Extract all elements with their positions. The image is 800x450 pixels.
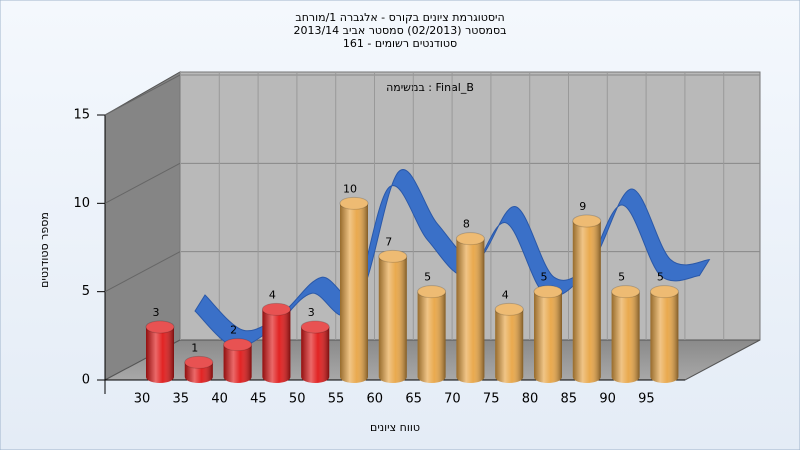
bar-top-shine (417, 285, 446, 298)
y-axis-label: מספר סטודנטים (38, 212, 51, 288)
bar-top-shine (456, 232, 485, 245)
x-tick-label: 65 (405, 392, 422, 407)
bar-shade (301, 327, 330, 383)
bar-shade (262, 309, 291, 383)
bar-shade (534, 291, 562, 383)
bar-top (300, 320, 330, 334)
value-label: 5 (424, 271, 431, 284)
ribbon (194, 169, 711, 348)
chart-title: היסטוגרמת ציונים בקורס - אלגברה 1/מורחב (295, 11, 504, 24)
value-label: 5 (541, 271, 548, 284)
chart-title: בסמסטר (02/2013) סמסטר אביב 2013/14 (293, 24, 506, 37)
bar-shade (456, 238, 485, 383)
grid-line (104, 162, 181, 204)
bar-shade (378, 256, 407, 383)
bar-top (611, 285, 641, 299)
grid-line (104, 74, 181, 116)
y-tick-label: 15 (73, 108, 90, 123)
value-label: 7 (385, 235, 392, 248)
bar-top (339, 196, 369, 210)
bar-shade (417, 291, 446, 383)
value-label: 10 (343, 182, 357, 195)
x-tick-label: 30 (134, 392, 151, 407)
bar-top (261, 302, 291, 316)
value-label: 2 (230, 324, 237, 337)
x-tick-label: 35 (173, 392, 190, 407)
value-label: 3 (153, 306, 160, 319)
x-tick-label: 90 (599, 392, 616, 407)
x-tick-label: 55 (328, 392, 345, 407)
bar-shade (495, 309, 524, 383)
bar-top-shine (301, 321, 330, 333)
bar-top-shine (611, 285, 640, 298)
value-label: 5 (657, 271, 664, 284)
x-tick-label: 80 (522, 392, 539, 407)
bar-top-shine (572, 215, 601, 227)
bar-top (533, 285, 563, 299)
bar-top (184, 355, 214, 369)
bar-shade (340, 203, 368, 383)
value-label: 9 (579, 200, 586, 213)
value-label: 8 (463, 218, 470, 231)
value-label: 1 (191, 341, 198, 354)
y-tick-label: 10 (73, 196, 90, 211)
bar-shade (650, 291, 679, 383)
x-tick-label: 75 (483, 392, 500, 407)
bar-top-shine (262, 303, 291, 316)
x-tick-label: 60 (367, 392, 384, 407)
chart-title: סטודנטים רשומים - 161 (343, 37, 457, 50)
value-label: 4 (502, 288, 509, 301)
grid-line (104, 251, 181, 293)
x-tick-label: 95 (638, 392, 655, 407)
bar-top (649, 285, 679, 299)
bar-top-shine (378, 250, 407, 263)
bar-top (572, 214, 602, 228)
value-label: 3 (308, 306, 315, 319)
x-tick-label: 40 (211, 392, 228, 407)
bar-top (378, 249, 408, 263)
bar-top-shine (146, 321, 174, 333)
bar-top-shine (495, 303, 524, 316)
bar-top-shine (534, 285, 562, 298)
x-tick-label: 45 (250, 392, 267, 407)
bar-top-shine (223, 338, 252, 351)
bar-top (417, 285, 447, 299)
bar-top-shine (184, 356, 213, 369)
bar-shade (223, 344, 252, 383)
bar-shade (146, 327, 174, 383)
x-tick-label: 50 (289, 392, 306, 407)
bar-shade (572, 221, 601, 383)
bar-top (455, 232, 485, 246)
x-tick-label: 70 (444, 392, 461, 407)
value-label: 4 (269, 288, 276, 301)
x-axis-label: טווח ציונים (370, 421, 420, 434)
annotation: Final_B : במשימה (386, 81, 474, 94)
bar-top (145, 320, 175, 334)
value-label: 5 (618, 271, 625, 284)
bar-top (223, 338, 253, 352)
bar-top (494, 302, 524, 316)
bar-top-shine (340, 197, 368, 210)
y-tick-label: 5 (82, 284, 90, 299)
bar-shade (611, 291, 640, 383)
x-tick-label: 85 (561, 392, 578, 407)
bar-top-shine (650, 285, 679, 298)
y-tick-label: 0 (82, 373, 90, 388)
